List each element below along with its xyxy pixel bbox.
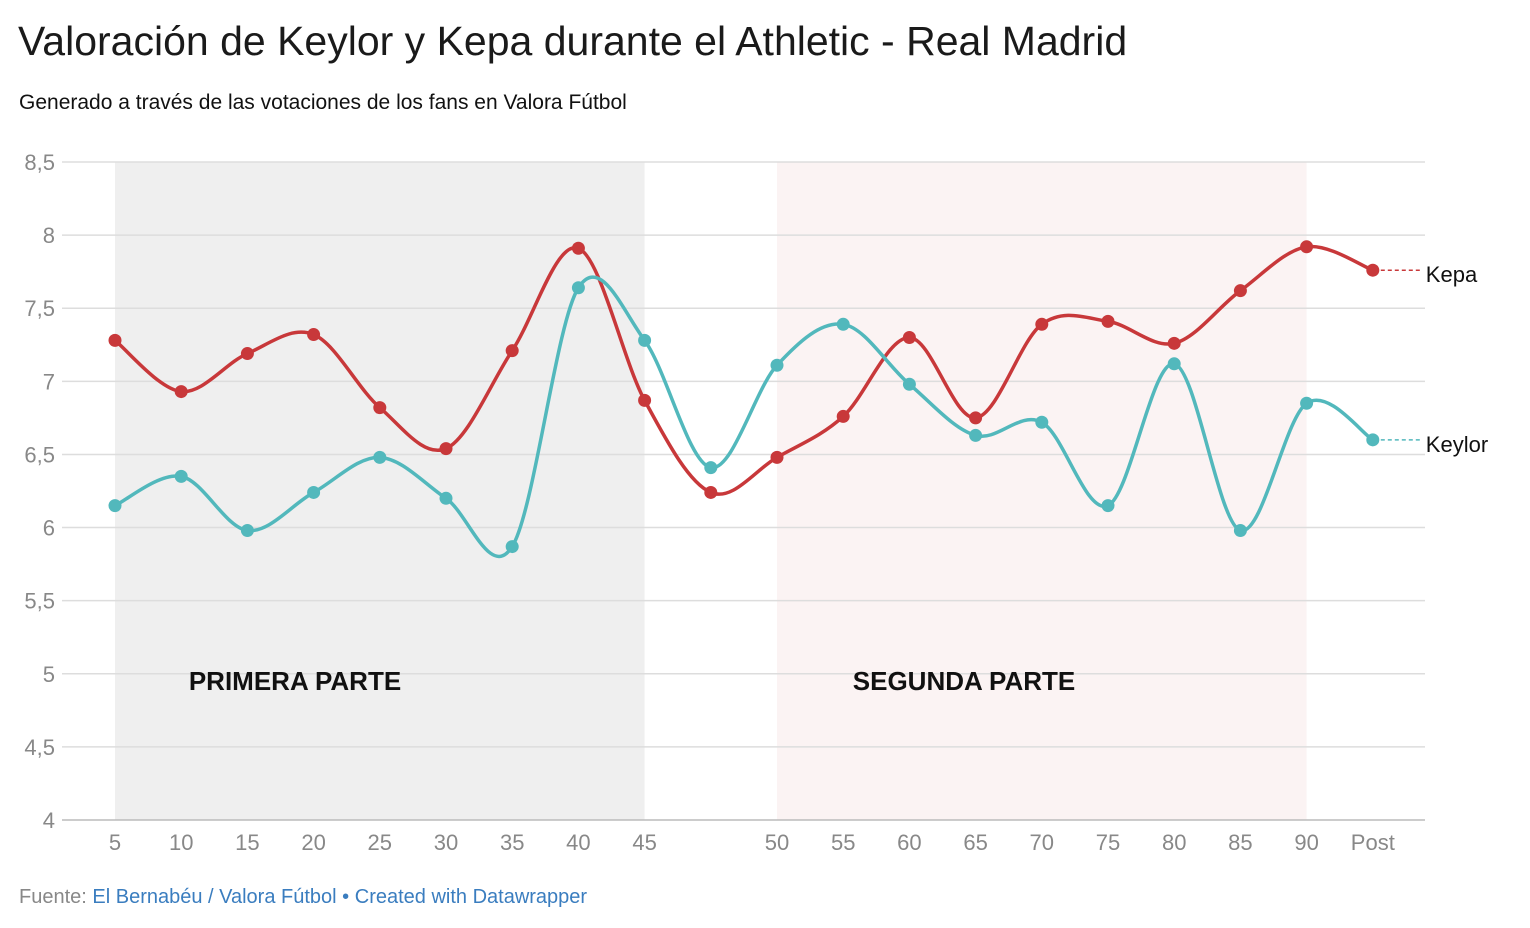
y-tick-label: 5,5 bbox=[24, 589, 55, 614]
keylor-point bbox=[373, 450, 387, 464]
keylor-point bbox=[439, 491, 453, 505]
chart-subtitle: Generado a través de las votaciones de l… bbox=[19, 91, 627, 114]
footer: Fuente: El Bernabéu / Valora Fútbol • Cr… bbox=[19, 886, 587, 909]
kepa-point bbox=[307, 328, 321, 342]
x-tick-label: 40 bbox=[566, 830, 590, 855]
kepa-point bbox=[902, 330, 916, 344]
keylor-point bbox=[505, 540, 519, 554]
keylor-point bbox=[836, 317, 850, 331]
kepa-point bbox=[969, 411, 983, 425]
keylor-series-label: Keylor bbox=[1426, 432, 1488, 457]
datawrapper-link[interactable]: Created with Datawrapper bbox=[354, 886, 588, 908]
kepa-point bbox=[108, 333, 122, 347]
range-band bbox=[777, 162, 1307, 820]
x-tick-label: 20 bbox=[301, 830, 325, 855]
x-tick-label: 55 bbox=[831, 830, 855, 855]
keylor-point bbox=[1167, 357, 1181, 371]
keylor-point bbox=[770, 358, 784, 372]
kepa-point bbox=[638, 393, 652, 407]
y-tick-label: 4 bbox=[43, 808, 55, 833]
x-tick-label: 75 bbox=[1096, 830, 1120, 855]
keylor-point bbox=[1101, 499, 1115, 513]
x-tick-label: 60 bbox=[897, 830, 921, 855]
keylor-point bbox=[571, 281, 585, 295]
range-band bbox=[115, 162, 645, 820]
kepa-point bbox=[1300, 240, 1314, 254]
kepa-point bbox=[505, 344, 519, 358]
x-tick-label: 5 bbox=[109, 830, 121, 855]
keylor-point bbox=[902, 377, 916, 391]
chart-title: Valoración de Keylor y Kepa durante el A… bbox=[18, 18, 1128, 64]
kepa-point bbox=[1233, 284, 1247, 298]
y-tick-label: 5 bbox=[43, 662, 55, 687]
x-tick-label: 10 bbox=[169, 830, 193, 855]
x-tick-label: 65 bbox=[963, 830, 987, 855]
kepa-point bbox=[1035, 317, 1049, 331]
kepa-point bbox=[1167, 336, 1181, 350]
x-tick-label: Post bbox=[1351, 830, 1395, 855]
y-tick-label: 7 bbox=[43, 369, 55, 394]
source-link[interactable]: El Bernabéu / Valora Fútbol bbox=[92, 886, 337, 908]
keylor-point bbox=[1300, 396, 1314, 410]
x-tick-label: 80 bbox=[1162, 830, 1186, 855]
keylor-point bbox=[240, 523, 254, 537]
x-tick-label: 90 bbox=[1294, 830, 1318, 855]
kepa-series-label: Kepa bbox=[1426, 262, 1478, 287]
keylor-point bbox=[1233, 523, 1247, 537]
kepa-point bbox=[174, 385, 188, 399]
x-tick-label: 85 bbox=[1228, 830, 1252, 855]
keylor-point bbox=[1035, 415, 1049, 429]
kepa-line bbox=[113, 244, 1374, 496]
separator: • bbox=[342, 886, 350, 908]
x-tick-label: 35 bbox=[500, 830, 524, 855]
range-annotation: PRIMERA PARTE bbox=[189, 666, 401, 696]
y-tick-label: 6,5 bbox=[24, 442, 55, 467]
keylor-point bbox=[1366, 433, 1380, 447]
keylor-point bbox=[638, 333, 652, 347]
kepa-point bbox=[836, 409, 850, 423]
kepa-point bbox=[439, 442, 453, 456]
kepa-point bbox=[571, 241, 585, 255]
kepa-point bbox=[1101, 314, 1115, 328]
kepa-point bbox=[704, 485, 718, 499]
y-tick-label: 8 bbox=[43, 223, 55, 248]
keylor-point bbox=[704, 461, 718, 475]
source-label: Fuente: bbox=[19, 886, 87, 908]
x-tick-label: 30 bbox=[434, 830, 458, 855]
kepa-point bbox=[373, 401, 387, 415]
keylor-point bbox=[969, 428, 983, 442]
kepa-point bbox=[770, 450, 784, 464]
x-tick-label: 50 bbox=[765, 830, 789, 855]
keylor-point bbox=[307, 485, 321, 499]
x-tick-label: 70 bbox=[1030, 830, 1054, 855]
y-tick-label: 4,5 bbox=[24, 735, 55, 760]
x-tick-label: 25 bbox=[368, 830, 392, 855]
y-tick-label: 8,5 bbox=[24, 150, 55, 175]
keylor-point bbox=[108, 499, 122, 513]
keylor-point bbox=[174, 469, 188, 483]
y-tick-label: 7,5 bbox=[24, 296, 55, 321]
x-tick-label: 15 bbox=[235, 830, 259, 855]
x-tick-label: 45 bbox=[632, 830, 656, 855]
kepa-point bbox=[1366, 263, 1380, 277]
range-annotation: SEGUNDA PARTE bbox=[853, 666, 1075, 696]
kepa-point bbox=[240, 347, 254, 361]
y-tick-label: 6 bbox=[43, 516, 55, 541]
